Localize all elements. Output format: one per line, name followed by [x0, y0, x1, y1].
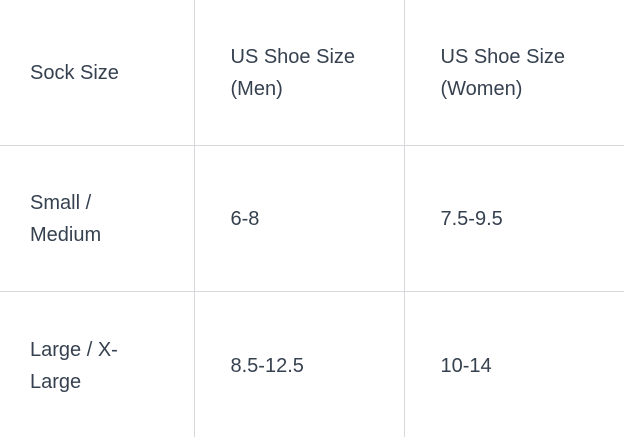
table-header-row: Sock Size US Shoe Size (Men) US Shoe Siz…: [0, 0, 624, 146]
cell-us-shoe-size-women: 7.5-9.5: [404, 145, 624, 292]
cell-us-shoe-size-women-value: 10-14: [440, 354, 492, 377]
cell-us-shoe-size-men-value: 6-8: [230, 207, 260, 230]
table-row: Small / Medium 6-8 7.5-9.5: [0, 145, 624, 292]
column-header-us-shoe-size-men: US Shoe Size (Men): [194, 0, 405, 146]
cell-us-shoe-size-women: 10-14: [404, 291, 624, 437]
cell-sock-size-value: Large / X-Large: [30, 338, 118, 393]
cell-us-shoe-size-men-value: 8.5-12.5: [230, 354, 304, 377]
cell-us-shoe-size-men: 6-8: [194, 145, 405, 292]
cell-sock-size: Small / Medium: [0, 145, 195, 292]
cell-sock-size-value: Small / Medium: [30, 191, 102, 246]
column-header-us-shoe-size-women-label: US Shoe Size (Women): [440, 45, 566, 100]
cell-sock-size: Large / X-Large: [0, 291, 195, 437]
cell-us-shoe-size-men: 8.5-12.5: [194, 291, 405, 437]
table-row: Large / X-Large 8.5-12.5 10-14: [0, 291, 624, 437]
column-header-us-shoe-size-men-label: US Shoe Size (Men): [230, 45, 356, 100]
cell-us-shoe-size-women-value: 7.5-9.5: [440, 207, 503, 230]
column-header-us-shoe-size-women: US Shoe Size (Women): [404, 0, 624, 146]
column-header-sock-size-label: Sock Size: [30, 61, 119, 84]
column-header-sock-size: Sock Size: [0, 0, 195, 146]
